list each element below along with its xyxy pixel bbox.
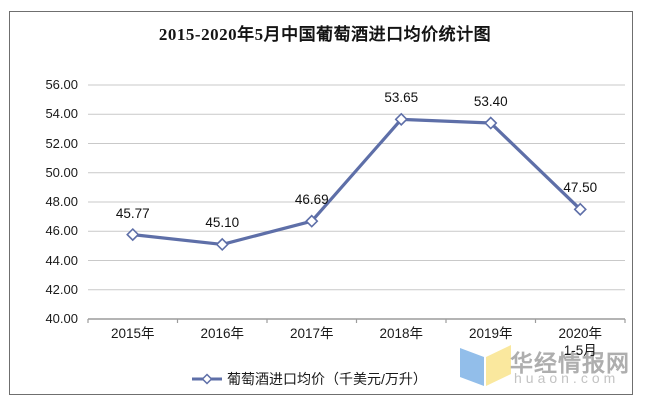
data-point-marker <box>305 214 319 228</box>
x-axis-tick-label: 2016年 <box>200 326 245 341</box>
data-point-marker <box>394 112 408 127</box>
data-label: 45.77 <box>115 205 150 221</box>
huaon-logo-right-panel <box>486 345 511 386</box>
data-point-marker <box>573 202 587 216</box>
chart-title: 2015-2020年5月中国葡萄酒进口均价统计图 <box>158 25 492 44</box>
legend-label: 葡萄酒进口均价（千美元/万升） <box>227 371 427 387</box>
data-label: 53.65 <box>384 90 419 106</box>
huaon-logo-icon <box>460 345 511 386</box>
y-axis-tick-label: 48.00 <box>45 194 78 209</box>
data-label: 45.10 <box>205 215 240 231</box>
x-axis-tick-label: 2017年 <box>289 326 334 341</box>
legend: 葡萄酒进口均价（千美元/万升） <box>0 369 634 389</box>
watermark-site-name: 华经情报网 <box>510 350 630 376</box>
watermark-site-url: huaon.com <box>514 370 620 386</box>
x-axis-tick-label: 2015年 <box>110 326 155 341</box>
data-label: 47.50 <box>563 180 598 196</box>
x-axis-tick-label: 2019年 <box>468 326 513 341</box>
chart-border <box>9 11 633 395</box>
y-axis-tick-label: 50.00 <box>45 164 78 180</box>
y-axis-tick-label: 52.00 <box>45 135 78 151</box>
huaon-logo-left-panel <box>460 348 484 386</box>
y-axis-tick-label: 42.00 <box>45 281 78 297</box>
series-line <box>131 117 582 247</box>
data-point-marker <box>126 227 140 242</box>
data-point-marker <box>215 237 229 252</box>
x-axis-tick-label: 2018年 <box>379 326 424 341</box>
y-axis-tick-label: 56.00 <box>45 77 78 92</box>
y-axis-tick-label: 40.00 <box>45 311 78 326</box>
x-axis-tick-label: 2020年 1-5月 <box>558 326 603 358</box>
y-axis-tick-label: 46.00 <box>45 223 78 239</box>
data-label: 53.40 <box>473 94 508 110</box>
data-label: 46.69 <box>294 192 329 208</box>
y-axis-tick-label: 44.00 <box>45 252 78 268</box>
y-axis-tick-label: 54.00 <box>45 106 78 122</box>
legend-line-diamond-icon <box>192 373 223 385</box>
data-point-marker <box>484 116 498 130</box>
